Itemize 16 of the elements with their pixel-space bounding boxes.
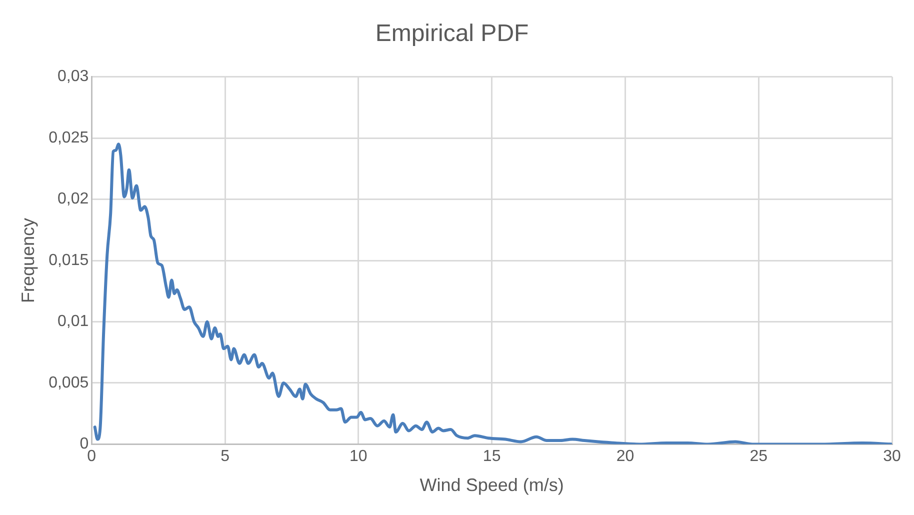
- y-tick-label: 0,01: [58, 313, 89, 330]
- y-tick-label: 0,02: [58, 190, 89, 208]
- y-axis-title: Frequency: [18, 218, 38, 304]
- y-tick-label: 0,015: [48, 252, 89, 269]
- y-tick-label: 0,03: [58, 68, 89, 86]
- x-tick-label: 25: [750, 448, 768, 466]
- y-tick-label: 0,025: [48, 129, 89, 146]
- x-tick-label: 15: [482, 448, 501, 466]
- x-axis-title: Wind Speed (m/s): [420, 475, 564, 496]
- y-tick-label: 0: [80, 436, 89, 453]
- chart-title: Empirical PDF: [375, 20, 529, 48]
- x-tick-label: 10: [350, 448, 368, 466]
- x-tick-label: 20: [616, 448, 634, 466]
- x-tick-label: 5: [220, 448, 230, 466]
- y-tick-label: 0,005: [48, 374, 89, 392]
- x-tick-label: 30: [883, 448, 901, 466]
